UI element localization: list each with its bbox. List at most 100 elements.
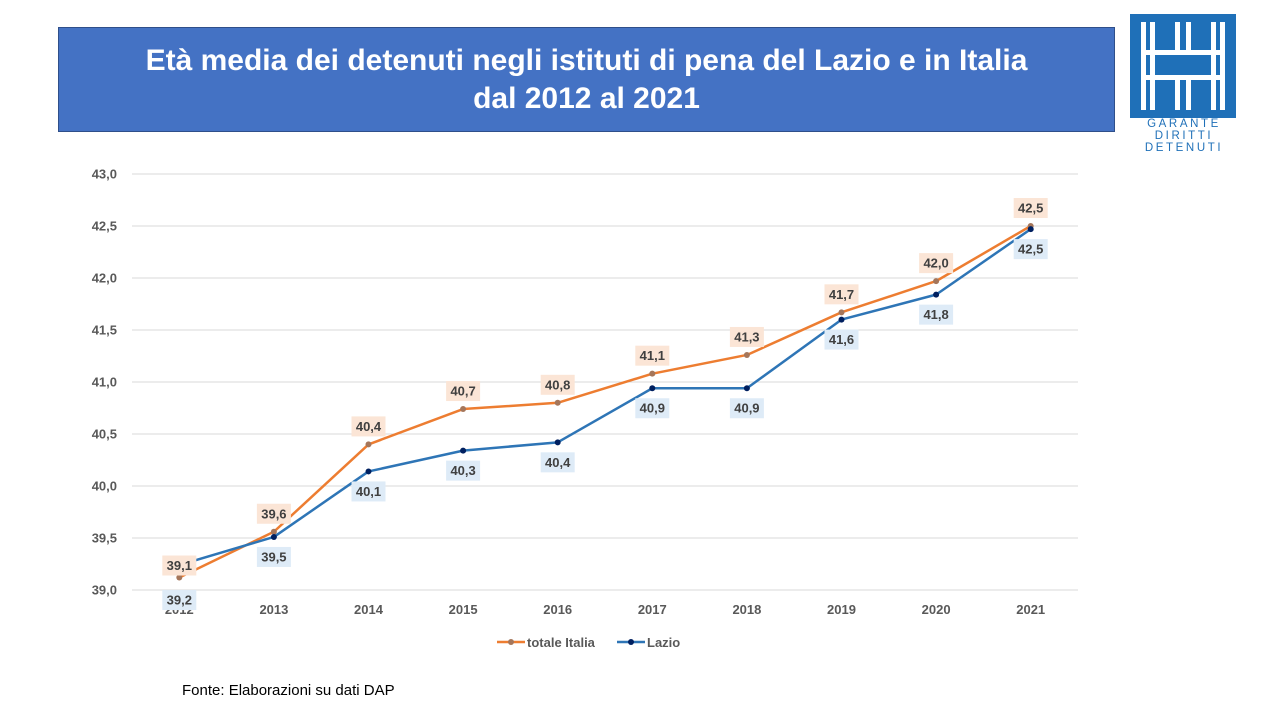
data-label-text: 39,6	[261, 506, 286, 521]
data-label-bg	[351, 416, 386, 437]
data-label-bg	[540, 374, 575, 395]
data-point	[1027, 226, 1034, 233]
x-tick-label: 2018	[732, 602, 761, 617]
y-tick-label: 39,0	[92, 583, 117, 598]
y-tick-label: 40,5	[92, 427, 117, 442]
data-label-text: 42,5	[1018, 242, 1043, 257]
y-tick-label: 43,0	[92, 167, 117, 182]
data-label: 39,2	[162, 590, 197, 611]
data-label-text: 39,2	[167, 593, 192, 608]
data-point	[838, 309, 845, 316]
data-point	[838, 316, 845, 323]
data-label-text: 39,5	[261, 549, 286, 564]
data-label: 42,5	[1013, 198, 1048, 218]
data-label-text: 41,6	[829, 332, 854, 347]
data-label-bg	[635, 345, 670, 366]
data-point	[933, 278, 940, 285]
logo-emblem	[1130, 14, 1236, 118]
data-label: 40,4	[540, 452, 575, 473]
data-point	[649, 385, 656, 392]
data-point	[933, 291, 940, 298]
x-tick-label: 2020	[922, 602, 951, 617]
data-label-bg	[919, 304, 954, 325]
data-label-text: 42,5	[1018, 201, 1043, 216]
legend: totale Italia Lazio	[497, 635, 680, 650]
source-note: Fonte: Elaborazioni su dati DAP	[182, 682, 395, 699]
data-label-bg	[162, 590, 197, 611]
data-point	[365, 441, 372, 448]
y-tick-label: 41,0	[92, 375, 117, 390]
y-tick-label: 42,0	[92, 271, 117, 286]
chart-title-line-1: Età media dei detenuti negli istituti di…	[145, 43, 1028, 77]
data-label-bg	[635, 398, 670, 419]
series-lines	[176, 223, 1034, 581]
data-label: 39,6	[256, 503, 291, 524]
data-label: 40,7	[446, 381, 481, 402]
y-tick-label: 39,5	[92, 531, 117, 546]
x-axis-ticks: 2012201320142015201620172018201920202021	[165, 602, 1045, 617]
data-label-bg	[729, 326, 764, 347]
data-label: 40,1	[351, 481, 386, 502]
data-label-bg	[824, 284, 859, 305]
data-label: 40,9	[729, 398, 764, 419]
data-label-text: 42,0	[923, 256, 948, 271]
data-label-text: 41,1	[640, 348, 665, 363]
x-tick-label: 2015	[449, 602, 478, 617]
data-label-text: 40,7	[450, 384, 475, 399]
x-tick-label: 2013	[259, 602, 288, 617]
series-line-lazio	[178, 228, 1032, 567]
x-tick-label: 2017	[638, 602, 667, 617]
data-label: 41,7	[824, 284, 859, 305]
data-label: 39,5	[256, 546, 291, 567]
y-tick-label: 40,0	[92, 479, 117, 494]
data-label: 41,8	[919, 304, 954, 325]
logo-text-garante: GARANTE	[1147, 118, 1221, 130]
gridlines	[132, 173, 1078, 591]
data-label: 41,6	[824, 329, 859, 350]
logo-h-icon	[1141, 22, 1225, 110]
data-labels: 39,1 39,6 40,4 40,7 40,8 41,1 41,3 41,7 42,0 42,5…	[162, 198, 1048, 611]
data-label: 41,3	[729, 326, 764, 347]
data-label-text: 40,4	[545, 455, 571, 470]
data-point	[270, 533, 277, 540]
legend-item: totale Italia	[497, 635, 596, 650]
data-point	[649, 370, 656, 377]
data-point	[743, 351, 750, 358]
data-label-bg	[1013, 198, 1048, 218]
data-label-bg	[351, 481, 386, 502]
data-point	[270, 528, 277, 535]
data-label-bg	[256, 503, 291, 524]
logo-text-detenuti: DETENUTI	[1144, 142, 1224, 154]
data-label-bg	[162, 555, 197, 576]
garante-logo: GARANTE DIRITTI DETENUTI	[1130, 14, 1238, 156]
data-point	[460, 447, 467, 454]
data-label: 40,3	[446, 460, 481, 481]
data-label-text: 41,7	[829, 287, 854, 302]
data-label: 40,8	[540, 374, 575, 395]
data-label-text: 40,3	[450, 463, 475, 478]
legend-marker	[508, 639, 514, 645]
data-label-bg	[919, 253, 954, 274]
x-tick-label: 2016	[543, 602, 572, 617]
data-label: 40,9	[635, 398, 670, 419]
data-label-text: 40,8	[545, 377, 570, 392]
data-label: 42,0	[919, 253, 954, 274]
data-label-bg	[540, 452, 575, 473]
chart-title-banner: Età media dei detenuti negli istituti di…	[58, 27, 1115, 132]
data-label-text: 40,4	[356, 419, 382, 434]
data-label-text: 41,3	[734, 329, 759, 344]
data-label-bg	[824, 329, 859, 350]
x-tick-label: 2014	[354, 602, 384, 617]
data-label-text: 39,1	[167, 558, 192, 573]
data-label: 42,5	[1013, 239, 1048, 260]
data-point	[554, 399, 561, 406]
data-point	[176, 574, 183, 581]
data-label: 41,1	[635, 345, 670, 366]
data-point	[460, 406, 467, 413]
data-label: 40,4	[351, 416, 386, 437]
data-point	[554, 439, 561, 446]
logo-text-diritti: DIRITTI	[1154, 130, 1214, 142]
y-tick-label: 41,5	[92, 323, 117, 338]
data-label: 39,1	[162, 555, 197, 576]
